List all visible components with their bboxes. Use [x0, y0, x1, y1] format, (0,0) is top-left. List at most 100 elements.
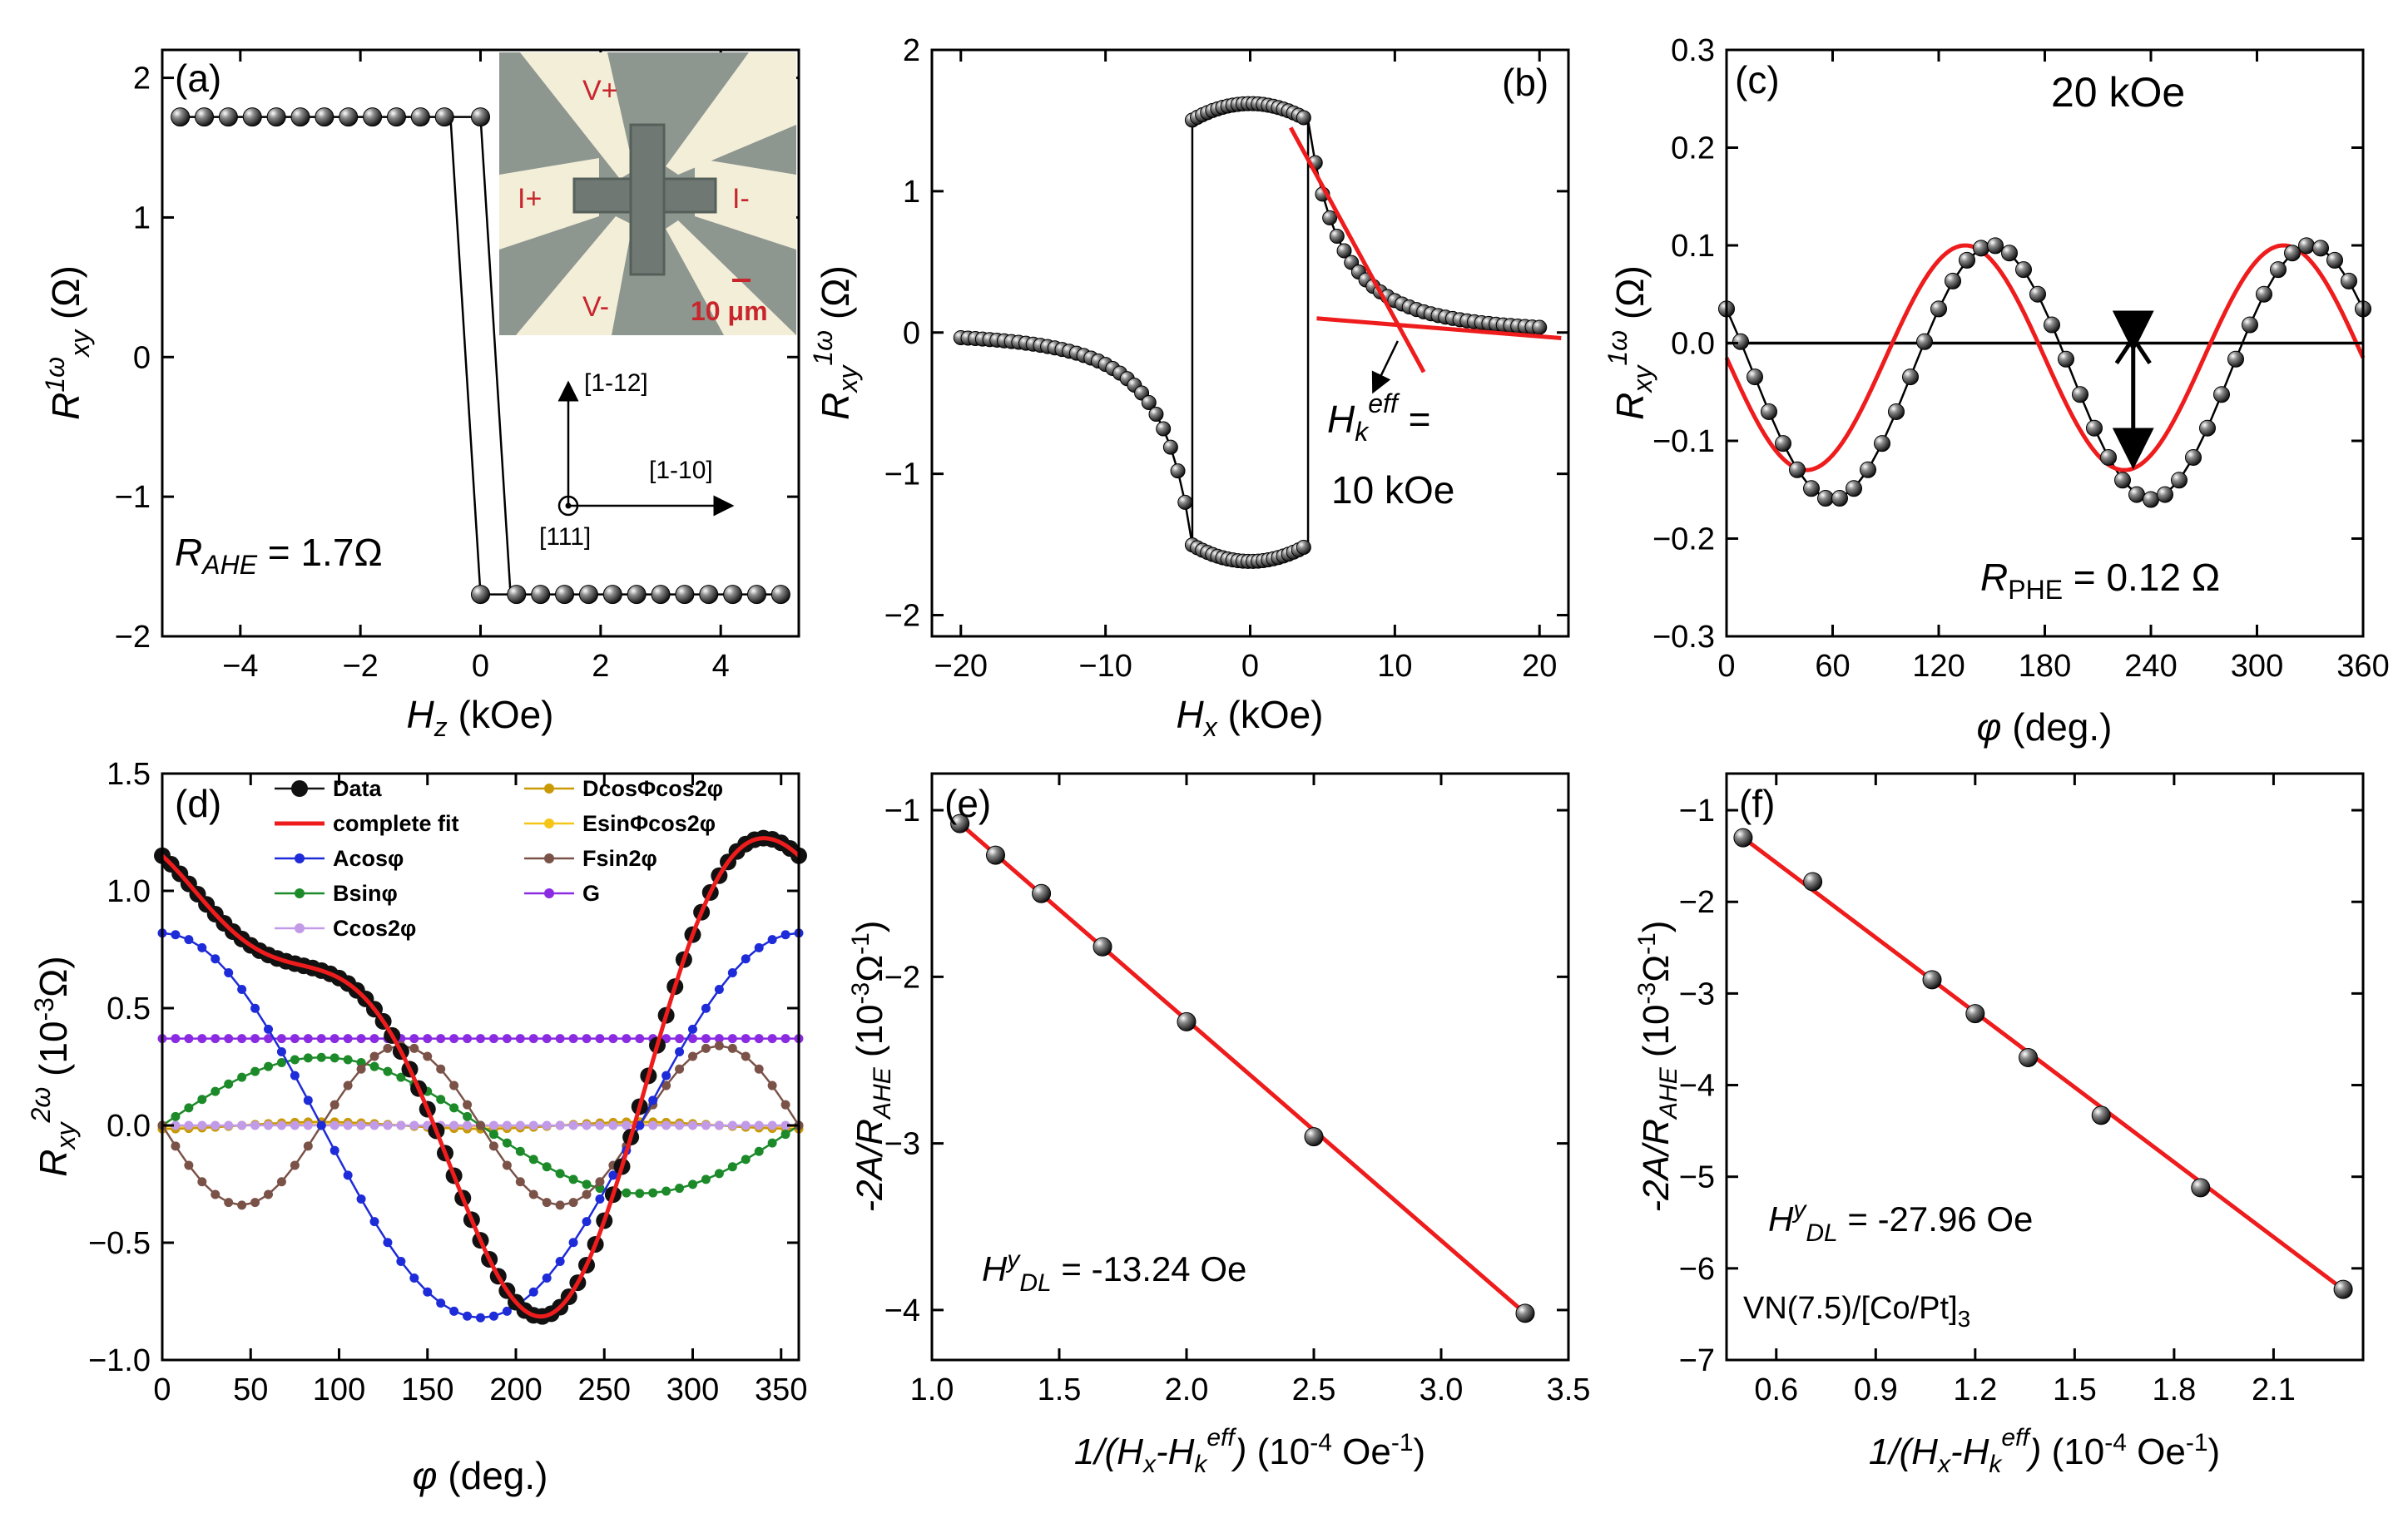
component-G-point: [237, 1034, 247, 1044]
component-G-point: [515, 1034, 525, 1044]
component-C-point: [714, 1120, 724, 1130]
component-G-point: [356, 1034, 366, 1044]
x-tick-label: 1.2: [1953, 1372, 1997, 1407]
component-C-point: [224, 1120, 234, 1130]
component-B-point: [714, 1169, 724, 1179]
legend-swatch-point: [544, 784, 554, 794]
component-A-point: [436, 1298, 446, 1308]
component-B-point: [727, 1162, 737, 1172]
data-point: [2171, 472, 2188, 489]
component-A-point: [237, 984, 247, 994]
component-G-point: [276, 1034, 286, 1044]
component-G-point: [329, 1034, 339, 1044]
component-A-point: [595, 1194, 605, 1204]
component-G-point: [290, 1034, 300, 1044]
component-B-point: [528, 1155, 538, 1165]
component-G-point: [555, 1034, 565, 1044]
component-F-point: [276, 1177, 286, 1187]
panel-f-xlabel: 1/(Hx-Hkeff) (10-4 Oe-1): [1869, 1424, 2220, 1478]
component-G-point: [184, 1034, 194, 1044]
component-A-point: [714, 984, 724, 994]
component-C-point: [622, 1120, 632, 1130]
data-point: [1888, 403, 1905, 420]
panel-e-ylabel: -2A/RAHE (10-3Ω-1): [847, 921, 896, 1213]
component-G-point: [714, 1034, 724, 1044]
data-point: [1775, 435, 1791, 452]
inset-label-vminus: V-: [582, 291, 609, 323]
component-B-point: [250, 1066, 260, 1076]
data-point: [578, 585, 598, 605]
component-F-point: [383, 1043, 393, 1053]
y-tick-label: −0.3: [1652, 620, 1715, 655]
data-point: [2029, 285, 2046, 303]
component-F-point: [303, 1141, 313, 1151]
panel-f-ylabel: -2A/RAHE (10-3Ω-1): [1633, 921, 1682, 1213]
data-point: [602, 585, 622, 605]
data-point: [1973, 240, 1989, 257]
component-A-point: [555, 1257, 565, 1267]
component-F-point: [688, 1051, 697, 1061]
data-point: [1304, 1127, 1324, 1147]
y-tick-label: −1.0: [88, 1343, 151, 1378]
component-G-point: [436, 1034, 446, 1044]
component-A-point: [383, 1238, 393, 1248]
panel-c-field: 20 kOe: [2051, 69, 2185, 116]
component-F-point: [250, 1198, 260, 1208]
panel-d: 0 50 100 150 200 250 300 350 −1.0 −0.5 0.0 0.5 1.0 1.…: [26, 757, 807, 1497]
data-point: [1156, 421, 1172, 437]
x-tick-label: 50: [233, 1372, 268, 1407]
y-tick-label: −1: [115, 480, 151, 515]
inset-scale-bar-label: 10 μm: [691, 296, 768, 326]
data-point: [1148, 406, 1164, 422]
component-A-point: [409, 1273, 419, 1283]
legend-label: DcosΦcos2φ: [582, 776, 723, 801]
x-tick-label: 1.5: [2053, 1372, 2097, 1407]
component-B-point: [502, 1138, 512, 1148]
x-tick-label: 120: [1912, 649, 1965, 684]
panel-f-hdl: HyDL = -27.96 Oe: [1768, 1196, 2033, 1247]
component-A-point: [741, 954, 751, 964]
component-F-point: [171, 1141, 181, 1151]
data-point: [2058, 350, 2074, 368]
component-G-point: [635, 1034, 645, 1044]
component-B-point: [675, 1184, 685, 1194]
x-tick-label: 1.5: [1038, 1372, 1082, 1407]
component-G-point: [688, 1034, 697, 1044]
component-A-point: [780, 930, 790, 940]
component-B-point: [211, 1086, 220, 1096]
data-point: [2128, 486, 2145, 503]
data-point: [1162, 439, 1178, 455]
component-C-point: [329, 1120, 339, 1130]
data-point: [2199, 419, 2216, 437]
data-point: [2312, 240, 2329, 257]
component-G-point: [409, 1034, 419, 1044]
component-G-point: [582, 1034, 592, 1044]
component-F-point: [409, 1043, 419, 1053]
component-C-point: [528, 1120, 538, 1130]
data-point: [2157, 486, 2173, 503]
panel-a-xlabel: Hz (kOe): [406, 693, 553, 742]
data-point: [1922, 970, 1942, 990]
panel-e-xlabel: 1/(Hx-Hkeff) (10-4 Oe-1): [1074, 1424, 1425, 1478]
x-tick-label: 3.0: [1420, 1372, 1464, 1407]
component-B-point: [197, 1095, 207, 1105]
component-B-point: [383, 1066, 393, 1076]
component-G-point: [343, 1034, 353, 1044]
panel-c-ylabel: Rxy1ω (Ω): [1603, 265, 1657, 420]
component-A-point: [423, 1287, 433, 1297]
x-tick-label: 20: [1522, 649, 1557, 684]
component-A-point: [316, 1120, 326, 1130]
component-C-point: [675, 1120, 685, 1130]
component-A-point: [264, 1024, 273, 1034]
data-point: [986, 845, 1005, 865]
panel-d-legend: Data complete fit Acosφ Bsinφ Ccos2φ DcosΦcos…: [275, 776, 723, 941]
panel-a-series: [171, 107, 790, 605]
component-G-point: [528, 1034, 538, 1044]
data-point: [507, 585, 527, 605]
component-B-point: [741, 1155, 751, 1165]
axis-label-111: [111]: [539, 523, 591, 551]
data-point: [2298, 237, 2315, 255]
component-G-point: [303, 1034, 313, 1044]
data-line: [1725, 245, 2365, 501]
